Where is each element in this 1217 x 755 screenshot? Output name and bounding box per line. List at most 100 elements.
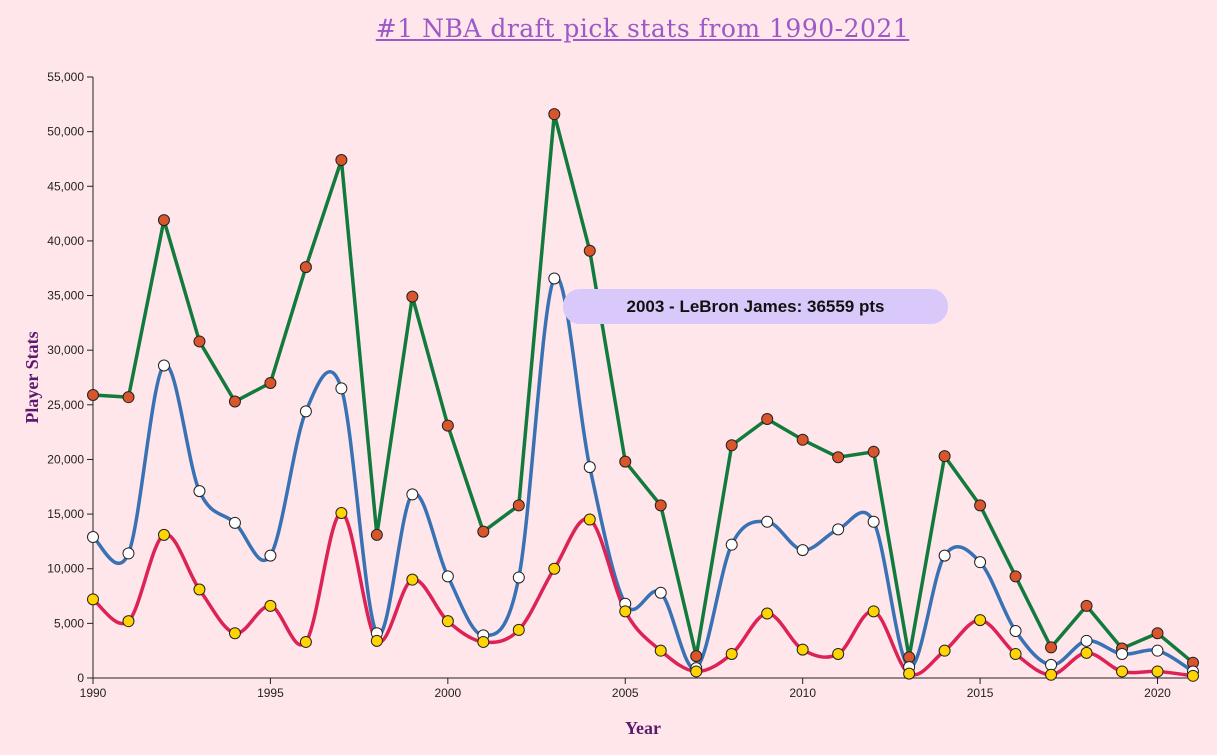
x-tick-label: 2010 [789,686,816,700]
x-axis-title: Year [625,718,661,738]
blue-series-point [938,549,951,562]
green-series-point [228,395,241,408]
blue-series-point [335,382,348,395]
red-series-point [548,562,561,575]
y-tick-label: 25,000 [47,398,84,412]
green-series-point [832,451,845,464]
red-series-point [512,623,525,636]
blue-series-point [441,570,454,583]
red-series-point [193,583,206,596]
red-series-point [796,643,809,656]
blue-series-point [796,544,809,557]
x-tick-label: 2000 [434,686,461,700]
green-series-point [477,525,490,538]
blue-series-point [654,586,667,599]
plot-area [93,112,1195,678]
red-series-point [299,635,312,648]
green-series-point [938,450,951,463]
blue-series-point [122,547,135,560]
green-series-point [690,650,703,663]
x-tick-label: 1995 [257,686,284,700]
green-series-point [264,376,277,389]
red-series-point [1080,646,1093,659]
green-series-point [441,419,454,432]
y-tick-label: 20,000 [47,452,84,466]
blue-series-point [548,272,561,285]
y-tick-label: 15,000 [47,507,84,521]
red-series-point [1045,668,1058,681]
y-tick-label: 0 [77,671,84,685]
green-series-point [654,499,667,512]
red-series-point [619,605,632,618]
green-series-point [299,261,312,274]
red-series-point [974,614,987,627]
blue-series-point [406,488,419,501]
blue-series-point [832,523,845,536]
red-series-point [370,634,383,647]
green-series-line [93,112,1195,665]
blue-series-point [1116,647,1129,660]
blue-series-point [1151,644,1164,657]
blue-series-point [725,538,738,551]
blue-series-point [264,549,277,562]
green-series-point [867,445,880,458]
y-tick-label: 5,000 [54,616,84,630]
red-series-point [228,627,241,640]
green-series-point [193,335,206,348]
y-axis-title: Player Stats [22,331,42,423]
red-series-point [583,513,596,526]
green-series-point [1151,627,1164,640]
blue-series-point [193,485,206,498]
y-tick-label: 40,000 [47,234,84,248]
chart-title: #1 NBA draft pick stats from 1990-2021 [375,14,910,43]
green-series-point [370,528,383,541]
red-series-point [477,635,490,648]
red-series-point [406,573,419,586]
y-tick-label: 30,000 [47,343,84,357]
red-series-point [441,615,454,628]
red-series-point [1187,669,1199,682]
red-series-point [157,528,170,541]
red-series-point [1009,647,1022,660]
green-series-point [1009,570,1022,583]
blue-series-point [87,531,99,544]
y-tick-label: 50,000 [47,125,84,139]
red-series-point [264,599,277,612]
red-series-point [1116,665,1129,678]
green-series-point [157,214,170,227]
green-series-point [974,499,987,512]
blue-series-point [583,461,596,474]
red-series-point [690,665,703,678]
red-series-point [903,667,916,680]
x-tick-label: 1990 [80,686,107,700]
x-tick-label: 2015 [967,686,994,700]
blue-series-point [157,359,170,372]
x-tick-label: 2005 [612,686,639,700]
blue-series-point [299,405,312,418]
green-series-point [512,499,525,512]
green-series-point [406,290,419,303]
green-series-point [725,439,738,452]
blue-series-point [1080,634,1093,647]
green-series-point [122,391,135,404]
green-series-point [619,455,632,468]
green-series-point [583,244,596,257]
y-tick-label: 45,000 [47,179,84,193]
red-series-point [87,593,99,606]
red-series-line [93,511,1194,678]
green-series-point [761,413,774,426]
green-series-point [335,154,348,167]
y-tick-label: 35,000 [47,289,84,303]
blue-series-point [761,515,774,528]
blue-series-point [974,556,987,569]
red-series-point [1151,665,1164,678]
red-series-point [761,607,774,620]
red-series-point [938,644,951,657]
red-series-point [654,644,667,657]
y-tick-label: 10,000 [47,562,84,576]
x-tick-label: 2020 [1144,686,1171,700]
blue-series-point [867,515,880,528]
green-series-point [548,108,561,121]
